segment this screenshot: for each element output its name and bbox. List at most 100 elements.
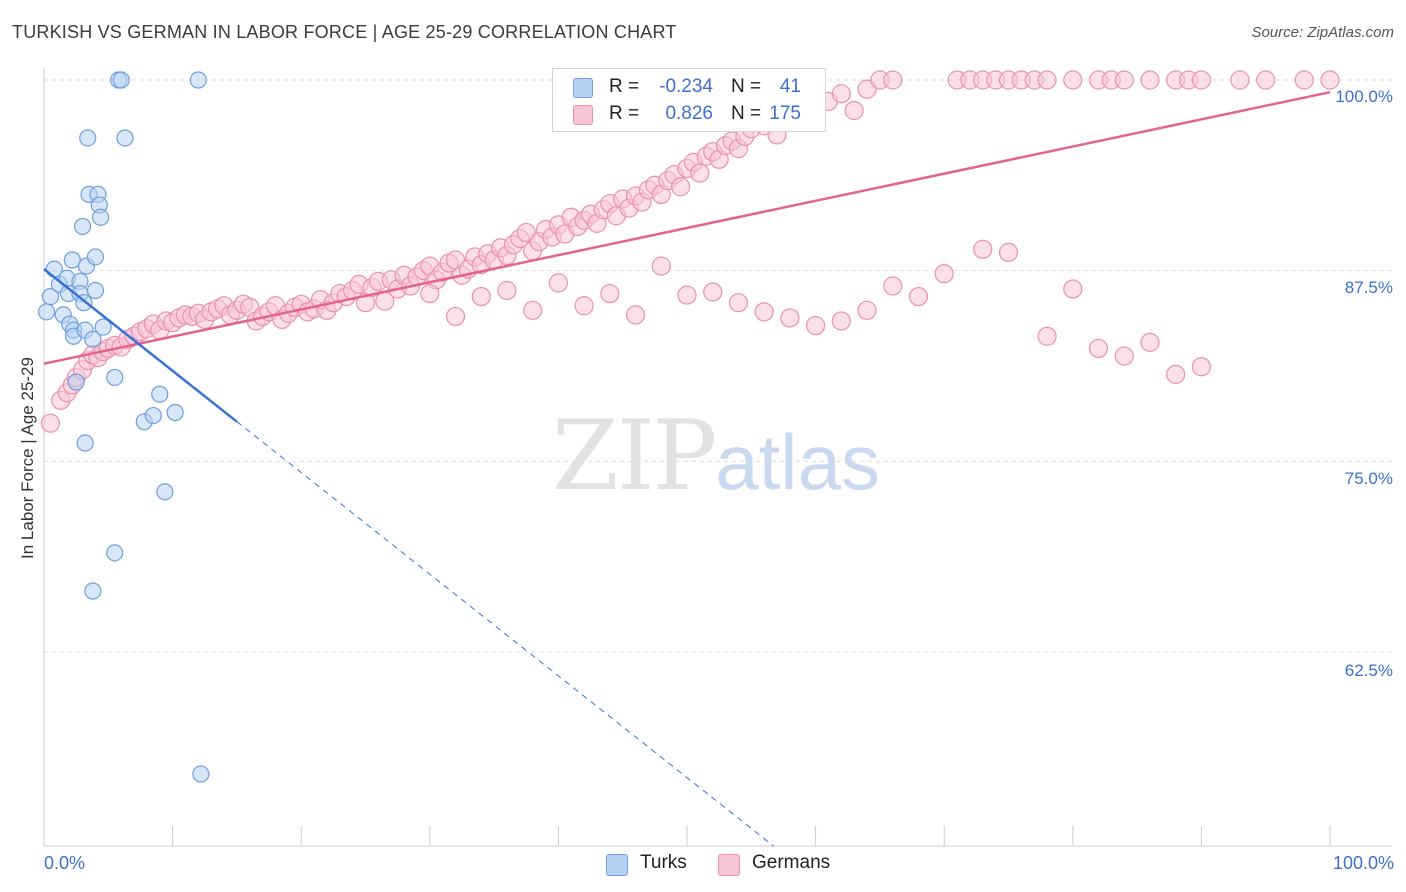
germans-point — [728, 293, 749, 313]
turks-point — [116, 129, 134, 147]
source-credit: Source: ZipAtlas.com — [1251, 24, 1394, 41]
turks-point — [106, 368, 124, 387]
germans-point — [1166, 364, 1186, 384]
r-label: R = — [609, 76, 640, 97]
turks-point — [166, 403, 184, 422]
turks-trend-extension — [236, 421, 774, 847]
n-label: N = — [731, 76, 762, 97]
germans-point — [1114, 70, 1134, 90]
turks-point — [151, 385, 169, 403]
germans-point — [703, 282, 723, 302]
germans-point — [1114, 346, 1134, 366]
n-value-turks: 41 — [779, 76, 801, 97]
turks-point — [41, 287, 60, 306]
germans-point — [1088, 338, 1109, 359]
chart-title: TURKISH VS GERMAN IN LABOR FORCE | AGE 2… — [12, 22, 677, 42]
germans-legend-label: Germans — [752, 852, 831, 873]
germans-point — [934, 264, 954, 284]
turks-point — [63, 251, 81, 269]
turks-point — [156, 483, 174, 501]
axes — [43, 68, 1392, 847]
turks-point — [192, 765, 210, 783]
germans-swatch — [573, 105, 593, 125]
germans-point — [677, 285, 697, 305]
germans-point — [574, 296, 594, 316]
germans-point — [1191, 357, 1212, 377]
turks-point — [84, 330, 102, 348]
turks-point — [86, 281, 105, 300]
germans-point — [471, 286, 491, 307]
turks-point — [67, 373, 85, 391]
turks-swatch — [573, 78, 593, 98]
legend-row-germans: R = 0.826 N = 175 — [553, 102, 825, 126]
y-axis-label: In Labor Force | Age 25-29 — [18, 357, 37, 559]
turks-points — [37, 71, 210, 783]
turks-point — [73, 217, 92, 236]
germans-point — [1256, 70, 1276, 90]
germans-point — [831, 311, 851, 331]
germans-point — [844, 100, 864, 121]
turks-point — [189, 71, 207, 89]
germans-point — [1037, 326, 1057, 346]
trend-lines — [43, 90, 1331, 847]
turks-point — [79, 129, 97, 147]
germans-point — [998, 242, 1019, 262]
germans-point — [600, 283, 620, 304]
germans-point — [973, 239, 993, 259]
turks-point — [91, 208, 110, 226]
zipatlas-watermark: ZIPatlas — [552, 400, 880, 512]
germans-point — [670, 177, 691, 197]
turks-point — [76, 434, 94, 452]
watermark-atlas: atlas — [715, 418, 880, 506]
turks-point — [106, 544, 124, 562]
germans-point — [908, 286, 929, 307]
germans-point — [1320, 70, 1340, 90]
turks-point — [86, 248, 105, 266]
x-tick-label: 0.0% — [44, 853, 86, 873]
germans-point — [1140, 70, 1160, 90]
germans-point — [857, 300, 877, 320]
y-tick-label: 100.0% — [1335, 87, 1393, 106]
germans-point — [883, 276, 903, 296]
correlation-legend: R = -0.234 N = 41 R = 0.826 N = 175 — [552, 68, 826, 132]
turks-point — [37, 303, 56, 321]
y-tick-label: 87.5% — [1344, 278, 1393, 297]
germans-point — [883, 70, 903, 90]
legend-row-turks: R = -0.234 N = 41 — [553, 75, 825, 99]
germans-point — [1191, 70, 1212, 90]
turks-legend-swatch — [606, 854, 628, 876]
germans-point — [40, 413, 61, 433]
germans-point — [780, 308, 800, 328]
germans-trend-line — [43, 90, 1331, 365]
r-label: R = — [609, 103, 640, 124]
germans-point — [805, 315, 826, 336]
r-value-germans: 0.826 — [665, 103, 713, 124]
germans-point — [420, 283, 440, 304]
x-tick-label: 100.0% — [1332, 853, 1394, 873]
watermark-zip: ZIP — [552, 400, 717, 512]
germans-point — [1063, 70, 1083, 90]
germans-point — [1294, 70, 1314, 90]
germans-point — [497, 280, 517, 301]
germans-point — [754, 302, 774, 322]
germans-point — [651, 256, 671, 276]
turks-point — [94, 318, 112, 336]
n-label: N = — [731, 103, 762, 124]
turks-point — [112, 71, 130, 89]
germans-legend-swatch — [718, 854, 740, 876]
turks-point — [144, 406, 162, 425]
germans-point — [1037, 70, 1057, 90]
germans-point — [625, 305, 646, 325]
germans-point — [831, 84, 851, 104]
germans-point — [1063, 279, 1083, 299]
turks-legend-label: Turks — [640, 852, 687, 873]
germans-point — [523, 300, 543, 320]
germans-point — [690, 163, 710, 183]
turks-point — [84, 582, 102, 600]
y-tick-label: 62.5% — [1344, 661, 1393, 680]
r-value-turks: -0.234 — [659, 76, 713, 97]
n-value-germans: 175 — [769, 103, 801, 124]
germans-point — [1140, 332, 1160, 352]
germans-point — [1230, 70, 1250, 90]
